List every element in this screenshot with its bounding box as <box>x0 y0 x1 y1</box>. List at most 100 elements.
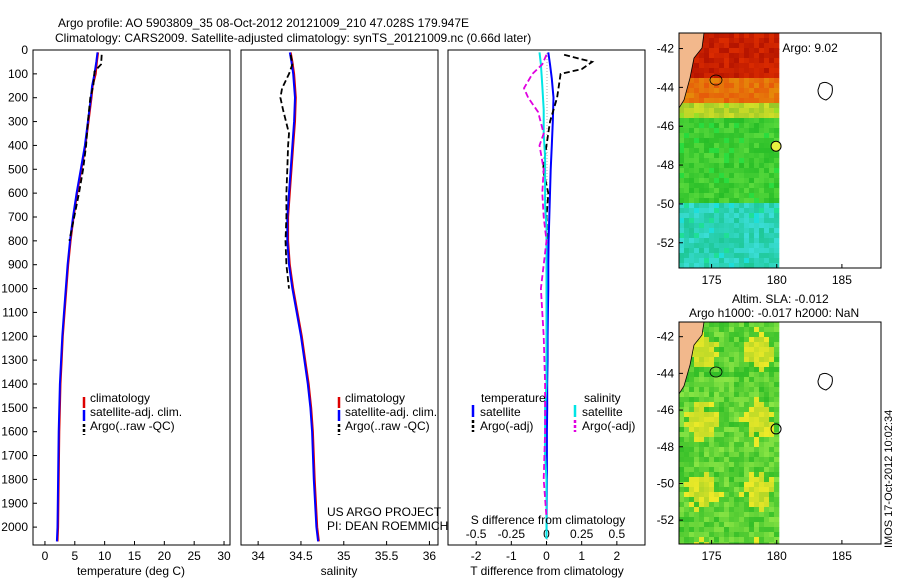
field-cell <box>719 53 725 59</box>
lon-tick-label: 175 <box>702 549 722 563</box>
field-cell <box>774 233 780 239</box>
field-cell <box>684 537 690 543</box>
field-cell <box>709 88 715 94</box>
field-cell <box>699 253 705 259</box>
field-cell <box>684 238 690 244</box>
field-cell <box>729 372 735 378</box>
field-cell <box>744 158 750 164</box>
field-cell <box>724 218 730 224</box>
field-cell <box>699 148 705 154</box>
field-cell <box>759 83 765 89</box>
chatham-rise-contour <box>709 366 723 378</box>
field-cell <box>704 148 710 154</box>
field-cell <box>764 482 770 488</box>
field-cell <box>724 417 730 423</box>
field-cell <box>714 228 720 234</box>
field-cell <box>734 103 740 109</box>
field-cell <box>684 427 690 433</box>
field-cell <box>734 537 740 543</box>
field-cell <box>739 502 745 508</box>
field-cell <box>724 512 730 518</box>
field-cell <box>719 123 725 129</box>
field-cell <box>689 502 695 508</box>
field-cell <box>709 68 715 74</box>
field-cell <box>729 412 735 418</box>
x-tick-label: 1 <box>578 549 585 563</box>
field-cell <box>689 367 695 373</box>
field-cell <box>719 168 725 174</box>
field-cell <box>699 88 705 94</box>
field-cell <box>759 407 765 413</box>
field-cell <box>699 432 705 438</box>
field-cell <box>744 522 750 528</box>
field-cell <box>694 362 700 368</box>
field-cell <box>719 48 725 54</box>
field-cell <box>729 527 735 533</box>
field-cell <box>744 422 750 428</box>
field-cell <box>694 258 700 264</box>
field-cell <box>754 522 760 528</box>
field-cell <box>764 218 770 224</box>
field-cell <box>764 372 770 378</box>
field-cell <box>769 248 775 254</box>
land-new-zealand <box>678 32 705 110</box>
field-cell <box>694 263 700 268</box>
field-cell <box>734 193 740 199</box>
field-cell <box>734 108 740 114</box>
field-cell <box>684 442 690 448</box>
field-cell <box>684 487 690 493</box>
field-cell <box>714 387 720 393</box>
y-tick-label: 1200 <box>1 329 28 343</box>
field-cell <box>764 128 770 134</box>
field-cell <box>694 417 700 423</box>
field-cell <box>729 457 735 463</box>
field-cell <box>769 327 775 333</box>
field-cell <box>764 477 770 483</box>
legend-argo-label: Argo(..raw -QC) <box>345 419 430 433</box>
field-cell <box>724 347 730 353</box>
field-cell <box>774 188 780 194</box>
field-cell <box>729 113 735 119</box>
field-cell <box>679 532 685 538</box>
field-cell <box>764 73 770 79</box>
field-cell <box>714 397 720 403</box>
field-cell <box>694 238 700 244</box>
field-cell <box>754 512 760 518</box>
field-cell <box>704 507 710 513</box>
field-cell <box>774 322 780 328</box>
field-cell <box>729 68 735 74</box>
field-cell <box>764 402 770 408</box>
field-cell <box>734 203 740 209</box>
field-cell <box>694 233 700 239</box>
field-cell <box>764 228 770 234</box>
field-cell <box>719 522 725 528</box>
field-cell <box>764 472 770 478</box>
field-cell <box>774 487 780 493</box>
field-cell <box>749 158 755 164</box>
field-cell <box>764 377 770 383</box>
sla-map-lon-ticks: 175 180 185 <box>702 540 852 563</box>
field-cell <box>774 507 780 513</box>
temperature-legend: climatology satellite-adj. clim. Argo(..… <box>82 391 182 435</box>
field-cell <box>739 397 745 403</box>
field-cell <box>734 33 740 39</box>
field-cell <box>754 53 760 59</box>
field-cell <box>709 332 715 338</box>
series-line-argo-raw-qc- <box>279 54 294 289</box>
field-cell <box>744 123 750 129</box>
field-cell <box>694 93 700 99</box>
field-cell <box>709 407 715 413</box>
field-cell <box>769 263 775 268</box>
field-cell <box>719 402 725 408</box>
field-cell <box>744 452 750 458</box>
field-cell <box>774 228 780 234</box>
field-cell <box>714 153 720 159</box>
field-cell <box>729 417 735 423</box>
field-cell <box>684 447 690 453</box>
field-cell <box>764 63 770 69</box>
field-cell <box>704 83 710 89</box>
field-cell <box>744 223 750 229</box>
field-cell <box>744 412 750 418</box>
field-cell <box>774 253 780 259</box>
field-cell <box>714 427 720 433</box>
